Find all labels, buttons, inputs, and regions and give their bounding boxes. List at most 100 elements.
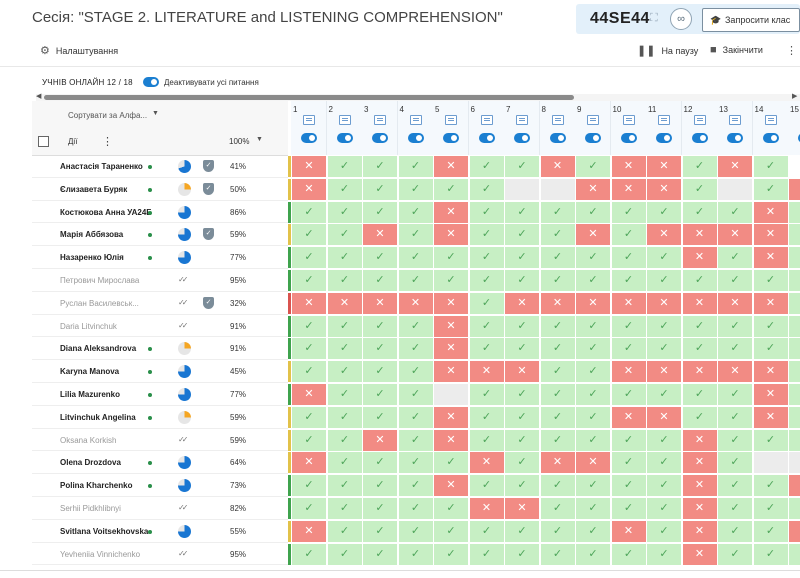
answer-cell[interactable]: ✓ <box>540 315 575 337</box>
chevron-down-icon[interactable]: ▼ <box>256 136 263 143</box>
answer-cell[interactable]: ✓ <box>505 156 539 177</box>
student-name[interactable]: Karyna Manova <box>60 367 120 377</box>
question-header[interactable]: 4 <box>397 101 434 155</box>
answer-cell[interactable]: ✓ <box>647 338 681 360</box>
answer-cell[interactable]: ✓ <box>576 520 610 542</box>
settings-button[interactable]: ⚙ Налаштування <box>40 44 118 57</box>
sort-dropdown[interactable]: Сортувати за Алфа... <box>68 111 148 120</box>
answer-cell[interactable]: ✓ <box>398 178 433 200</box>
answer-cell[interactable]: ✓ <box>611 475 646 497</box>
answer-cell[interactable]: ✕ <box>718 156 752 177</box>
question-toggle[interactable] <box>798 133 800 143</box>
answer-cell[interactable]: ✓ <box>540 247 575 269</box>
answer-cell[interactable]: ✕ <box>647 178 681 200</box>
expand-icon[interactable]: ⛶ <box>650 12 658 24</box>
question-toggle[interactable] <box>372 133 388 143</box>
answer-cell[interactable]: ✓ <box>540 475 575 497</box>
answer-cell[interactable]: ✓ <box>576 475 610 497</box>
answer-cell[interactable]: ✓ <box>718 520 752 542</box>
answer-cell[interactable]: ✕ <box>611 156 646 177</box>
answer-cell[interactable]: ✓ <box>469 384 504 405</box>
answer-cell[interactable]: ✓ <box>647 543 681 565</box>
answer-cell[interactable]: ✓ <box>327 247 362 269</box>
answer-cell[interactable]: ✓ <box>647 498 681 519</box>
question-type-icon[interactable] <box>622 115 635 125</box>
answer-cell[interactable]: ✓ <box>789 292 800 314</box>
answer-cell[interactable]: ✓ <box>469 292 504 314</box>
answer-cell[interactable]: ✓ <box>505 429 539 451</box>
answer-cell[interactable]: ✕ <box>682 475 717 497</box>
deactivate-all-toggle[interactable] <box>143 77 159 87</box>
answer-cell[interactable]: ✓ <box>434 178 468 200</box>
answer-cell[interactable]: ✕ <box>753 406 788 428</box>
answer-cell[interactable]: ✓ <box>540 543 575 565</box>
answer-cell[interactable]: ✕ <box>611 520 646 542</box>
answer-cell[interactable]: ✓ <box>789 270 800 291</box>
answer-cell[interactable]: ✓ <box>469 543 504 565</box>
question-toggle[interactable] <box>585 133 601 143</box>
answer-cell[interactable]: ✕ <box>292 520 326 542</box>
answer-cell[interactable]: ✕ <box>682 452 717 474</box>
answer-cell[interactable]: ✓ <box>398 201 433 223</box>
answer-cell[interactable]: ✓ <box>292 543 326 565</box>
answer-cell[interactable]: ✓ <box>647 520 681 542</box>
answer-cell[interactable]: ✓ <box>292 475 326 497</box>
answer-cell[interactable]: ✓ <box>363 338 397 360</box>
answer-cell[interactable]: ✓ <box>682 338 717 360</box>
pause-button[interactable]: ❚❚ На паузу <box>637 44 698 57</box>
answer-cell[interactable]: ✓ <box>434 452 468 474</box>
answer-cell[interactable]: ✓ <box>398 384 433 405</box>
answer-cell[interactable]: ✓ <box>363 315 397 337</box>
answer-cell[interactable]: ✓ <box>789 224 800 246</box>
answer-cell[interactable]: ✕ <box>540 292 575 314</box>
answer-cell[interactable]: ✓ <box>718 247 752 269</box>
answer-cell[interactable]: ✓ <box>611 315 646 337</box>
answer-cell[interactable] <box>434 384 468 405</box>
answer-cell[interactable]: ✕ <box>647 224 681 246</box>
answer-cell[interactable]: ✓ <box>327 315 362 337</box>
answer-cell[interactable]: ✓ <box>327 406 362 428</box>
answer-cell[interactable]: ✓ <box>398 429 433 451</box>
answer-cell[interactable]: ✓ <box>363 384 397 405</box>
answer-cell[interactable]: ✕ <box>292 452 326 474</box>
answer-cell[interactable]: ✕ <box>576 178 610 200</box>
answer-cell[interactable]: ✓ <box>647 247 681 269</box>
answer-cell[interactable]: ✕ <box>682 520 717 542</box>
answer-cell[interactable]: ✓ <box>505 315 539 337</box>
answer-cell[interactable]: ✓ <box>611 201 646 223</box>
answer-cell[interactable]: ✕ <box>434 224 468 246</box>
answer-cell[interactable]: ✓ <box>434 270 468 291</box>
answer-cell[interactable]: ✕ <box>682 224 717 246</box>
answer-cell[interactable]: ✓ <box>327 338 362 360</box>
question-header[interactable]: 10 <box>610 101 647 155</box>
answer-cell[interactable]: ✕ <box>540 156 575 177</box>
question-type-icon[interactable] <box>587 115 599 125</box>
answer-cell[interactable]: ✕ <box>647 406 681 428</box>
answer-cell[interactable]: ✓ <box>327 224 362 246</box>
answer-cell[interactable]: ✓ <box>505 384 539 405</box>
answer-cell[interactable]: ✓ <box>576 247 610 269</box>
answer-cell[interactable]: ✓ <box>363 475 397 497</box>
answer-cell[interactable]: ✓ <box>327 452 362 474</box>
question-header[interactable]: 11 <box>646 101 682 155</box>
answer-cell[interactable]: ✕ <box>611 178 646 200</box>
answer-cell[interactable]: ✕ <box>611 406 646 428</box>
answer-cell[interactable]: ✓ <box>682 270 717 291</box>
answer-cell[interactable]: ✓ <box>718 475 752 497</box>
answer-cell[interactable]: ✓ <box>469 406 504 428</box>
answer-cell[interactable]: ✓ <box>292 247 326 269</box>
answer-cell[interactable]: ✓ <box>363 156 397 177</box>
answer-cell[interactable]: ✕ <box>363 224 397 246</box>
answer-cell[interactable]: ✓ <box>469 338 504 360</box>
answer-cell[interactable]: ✓ <box>647 384 681 405</box>
answer-cell[interactable]: ✕ <box>434 361 468 383</box>
student-name[interactable]: Svitlana Voitsekhovska <box>60 526 149 536</box>
answer-cell[interactable]: ✓ <box>540 338 575 360</box>
answer-cell[interactable]: ✓ <box>789 384 800 405</box>
question-header[interactable]: 1 <box>291 101 327 155</box>
answer-cell[interactable]: ✓ <box>682 406 717 428</box>
answer-cell[interactable]: ✓ <box>682 315 717 337</box>
question-header[interactable]: 2 <box>326 101 363 155</box>
answer-cell[interactable]: ✓ <box>398 270 433 291</box>
answer-cell[interactable]: ✕ <box>789 178 800 200</box>
